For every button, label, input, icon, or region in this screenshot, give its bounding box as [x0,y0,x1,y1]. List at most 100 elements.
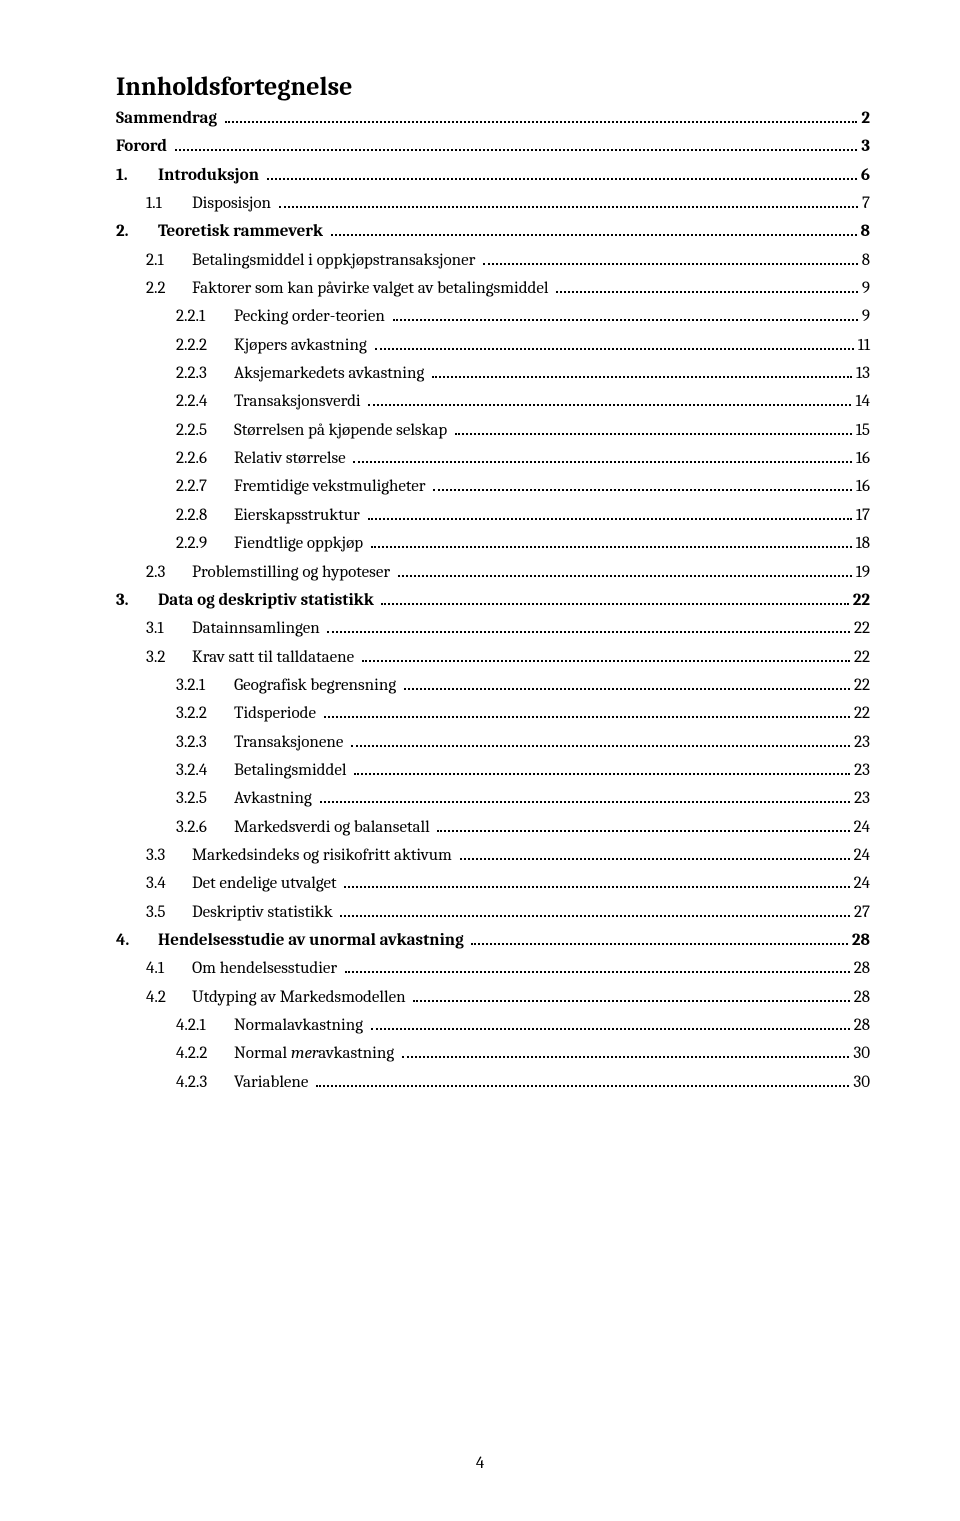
toc-entry-label: 2.2.9Fiendtlige oppkjøp [176,531,367,557]
toc-entry[interactable]: 3.2.4Betalingsmiddel 23 [116,758,870,784]
toc-entry-title: Utdyping av Markedsmodellen [192,988,406,1007]
toc-entry-index: 2.2.7 [176,474,234,500]
toc-entry[interactable]: 4.2.2Normal meravkastning 30 [116,1041,870,1067]
toc-entry[interactable]: 2.2.3Aksjemarkedets avkastning 13 [116,361,870,387]
table-of-contents: Sammendrag 2Forord 31.Introduksjon 61.1D… [116,106,870,1096]
toc-leader-dots [344,873,849,888]
toc-entry[interactable]: 3.1Datainnsamlingen 22 [116,616,870,642]
toc-leader-dots [340,901,850,916]
toc-entry[interactable]: 3.2.6Markedsverdi og balansetall 24 [116,815,870,841]
toc-entry-page: 6 [861,163,870,189]
toc-entry-label: 2.2.8Eierskapsstruktur [176,503,364,529]
toc-entry-index: 3.2.4 [176,758,234,784]
toc-leader-dots [324,703,850,718]
toc-entry[interactable]: 2.1Betalingsmiddel i oppkjøpstransaksjon… [116,248,870,274]
toc-entry[interactable]: 4.2Utdyping av Markedsmodellen 28 [116,985,870,1011]
toc-entry[interactable]: 3.2.2Tidsperiode 22 [116,701,870,727]
toc-entry-title: Markedsindeks og risikofritt aktivum [192,846,452,865]
toc-entry-page: 7 [862,191,870,217]
toc-entry-page: 13 [856,361,870,387]
toc-entry-page: 22 [854,673,870,699]
toc-entry-index: 4.2 [146,985,192,1011]
toc-entry-label: 3.5Deskriptiv statistikk [146,900,336,926]
toc-entry-index: 3.2.2 [176,701,234,727]
toc-entry-label: 2.1Betalingsmiddel i oppkjøpstransaksjon… [146,248,479,274]
toc-entry[interactable]: 4.2.1Normalavkastning 28 [116,1013,870,1039]
toc-entry[interactable]: 2.2.5Størrelsen på kjøpende selskap 15 [116,418,870,444]
toc-entry[interactable]: 1.Introduksjon 6 [116,163,870,189]
toc-entry[interactable]: 2.2.9Fiendtlige oppkjøp 18 [116,531,870,557]
toc-entry[interactable]: 2.2.2Kjøpers avkastning 11 [116,333,870,359]
toc-leader-dots [381,590,848,605]
toc-entry-title: Normal meravkastning [234,1044,394,1063]
toc-entry-label: 2.2Faktorer som kan påvirke valget av be… [146,276,552,302]
toc-entry-title: Krav satt til talldataene [192,648,354,667]
toc-entry[interactable]: 3.2.3Transaksjonene 23 [116,730,870,756]
toc-entry[interactable]: 2.2.1Pecking order-teorien 9 [116,304,870,330]
toc-entry-label: 2.2.5Størrelsen på kjøpende selskap [176,418,451,444]
toc-entry-index: 3.2.1 [176,673,234,699]
toc-entry-title: Variablene [234,1073,308,1092]
toc-leader-dots [371,533,852,548]
toc-entry[interactable]: 2.2Faktorer som kan påvirke valget av be… [116,276,870,302]
toc-entry-page: 28 [852,928,870,954]
toc-entry[interactable]: 3.Data og deskriptiv statistikk 22 [116,588,870,614]
toc-entry-label: 3.Data og deskriptiv statistikk [116,588,377,614]
toc-entry[interactable]: 2.Teoretisk rammeverk 8 [116,219,870,245]
toc-leader-dots [279,193,858,208]
toc-heading: Innholdsfortegnelse [116,72,870,102]
toc-entry-page: 11 [858,333,870,359]
toc-entry-title: Fremtidige vekstmuligheter [234,477,426,496]
toc-leader-dots [460,845,850,860]
toc-entry[interactable]: 3.2Krav satt til talldataene 22 [116,645,870,671]
toc-entry-label: 2.2.1Pecking order-teorien [176,304,389,330]
toc-entry[interactable]: Sammendrag 2 [116,106,870,132]
toc-entry[interactable]: 3.5Deskriptiv statistikk 27 [116,900,870,926]
toc-entry-index: 4.1 [146,956,192,982]
toc-leader-dots [433,476,852,491]
toc-entry[interactable]: 4.1Om hendelsesstudier 28 [116,956,870,982]
toc-entry-label: 4.2.3Variablene [176,1070,312,1096]
toc-entry-title: Tidsperiode [234,704,316,723]
toc-leader-dots [483,249,858,264]
toc-entry[interactable]: 2.2.6Relativ størrelse 16 [116,446,870,472]
toc-leader-dots [368,391,851,406]
toc-entry[interactable]: 3.2.5Avkastning 23 [116,786,870,812]
toc-entry-label: 3.2.1Geografisk begrensning [176,673,400,699]
toc-entry-page: 19 [856,560,870,586]
toc-entry-page: 16 [856,474,870,500]
toc-entry-index: 3.2.3 [176,730,234,756]
toc-entry-page: 18 [856,531,870,557]
toc-leader-dots [354,760,850,775]
toc-entry-label: 2.Teoretisk rammeverk [116,219,327,245]
toc-entry-title: Data og deskriptiv statistikk [158,591,374,610]
toc-entry[interactable]: Forord 3 [116,134,870,160]
toc-entry-page: 28 [854,956,870,982]
toc-entry[interactable]: 3.2.1Geografisk begrensning 22 [116,673,870,699]
toc-entry[interactable]: 1.1Disposisjon 7 [116,191,870,217]
toc-entry[interactable]: 2.2.7Fremtidige vekstmuligheter 16 [116,474,870,500]
toc-entry-title: Markedsverdi og balansetall [234,818,430,837]
toc-leader-dots [432,363,852,378]
toc-leader-dots [267,164,857,179]
toc-entry-index: 4.2.3 [176,1070,234,1096]
toc-entry[interactable]: 4.Hendelsesstudie av unormal avkastning … [116,928,870,954]
toc-entry[interactable]: 2.3Problemstilling og hypoteser 19 [116,560,870,586]
toc-entry[interactable]: 4.2.3Variablene 30 [116,1070,870,1096]
toc-leader-dots [375,334,854,349]
toc-entry[interactable]: 3.4Det endelige utvalget 24 [116,871,870,897]
toc-entry-label: 4.1Om hendelsesstudier [146,956,341,982]
toc-entry-index: 2. [116,219,158,245]
toc-leader-dots [371,1015,850,1030]
toc-entry-title: Det endelige utvalget [192,874,337,893]
toc-entry-title: Avkastning [234,789,312,808]
toc-entry-label: 1.Introduksjon [116,163,263,189]
toc-entry-index: 2.2.9 [176,531,234,557]
toc-entry-index: 1.1 [146,191,192,217]
toc-entry[interactable]: 2.2.8Eierskapsstruktur 17 [116,503,870,529]
toc-entry-page: 17 [856,503,870,529]
toc-leader-dots [353,448,851,463]
toc-entry[interactable]: 3.3Markedsindeks og risikofritt aktivum … [116,843,870,869]
toc-entry[interactable]: 2.2.4Transaksjonsverdi 14 [116,389,870,415]
toc-entry-label: 4.2Utdyping av Markedsmodellen [146,985,409,1011]
